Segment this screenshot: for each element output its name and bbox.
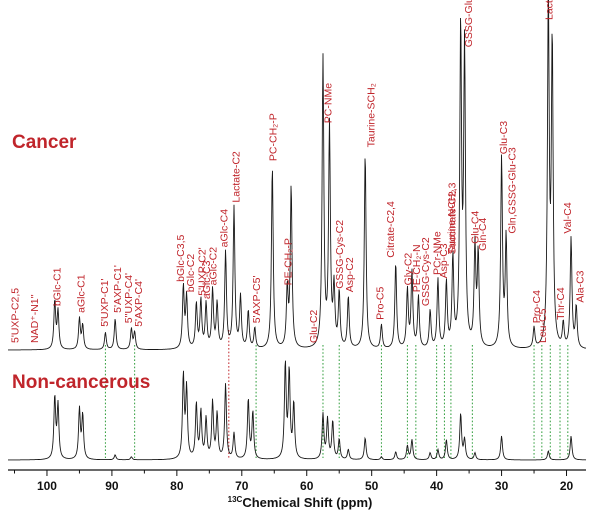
series-label-non-cancerous: Non-cancerous <box>12 372 150 393</box>
x-tick-label: 60 <box>300 479 314 493</box>
peak-label: PC-CH₂-P <box>267 113 279 161</box>
peak-label: aGlc-C2 <box>208 247 220 286</box>
peak-label: Ala-C3 <box>575 270 587 302</box>
trace-cancer <box>8 0 587 351</box>
x-tick-label: 80 <box>170 479 184 493</box>
peak-label: Gln-C4 <box>477 217 489 250</box>
x-tick-label: 20 <box>560 479 574 493</box>
peak-label: PE-CH₂-N <box>411 244 423 292</box>
x-tick-label: 50 <box>365 479 379 493</box>
peak-label: PCr-NMe <box>432 231 444 275</box>
x-tick-label: 100 <box>37 479 57 493</box>
peak-label: aGlc-C3 <box>201 260 213 299</box>
peak-label: Glu-C4 <box>469 210 481 243</box>
peak-label: PE-CH₂-P <box>282 238 294 285</box>
peak-label: aGlc-C1 <box>76 274 88 313</box>
peak-label: Gly-C2 <box>402 253 414 286</box>
peak-label: GSSG-Cys-C2 <box>420 237 432 306</box>
peak-label: 5'UXP-C1' <box>99 278 111 326</box>
trace-non-cancerous <box>8 360 587 461</box>
peak-label: 5'AXP-C4' <box>133 279 145 327</box>
peak-label: NAD⁺-N1'' <box>29 294 41 343</box>
peak-label: Pro-C5 <box>375 286 387 319</box>
peak-label: Succinate-C2,3 <box>447 182 459 254</box>
peak-label: Lactate-C2 <box>230 151 242 203</box>
x-axis: 100 90 80 70 60 50 40 30 20 <box>8 469 586 493</box>
peak-label: Gln,GSSG-Glu-C3 <box>506 147 518 234</box>
x-axis-isotope: 13C <box>228 495 243 504</box>
spectrum-traces <box>8 0 587 461</box>
peak-label: Pro-C4 <box>531 290 543 323</box>
peak-label: Glu-C2 <box>308 310 320 343</box>
peak-label: Lactate-C3 <box>543 0 555 20</box>
peak-label: 5''UXP-C4' <box>123 273 135 323</box>
peak-label: GSSG-Glu-C4 <box>463 0 475 47</box>
peak-label: Glu-C3 <box>498 121 510 154</box>
peak-label: 5'UXP-C2,5 <box>10 288 22 343</box>
peak-label: bGlc-C3,5 <box>175 234 187 281</box>
x-tick-label: 30 <box>495 479 509 493</box>
peak-label: 5'UXP-C2' <box>197 247 209 295</box>
peak-label: 5'AXP-C5' <box>251 276 263 324</box>
x-tick-label: 70 <box>235 479 249 493</box>
x-axis-title: 13CChemical Shift (ppm) <box>228 495 373 510</box>
peak-label: Taurine-NCH₂ <box>446 190 458 255</box>
peak-label: Asp-C2 <box>344 257 356 292</box>
peak-label: Thr-C4 <box>555 287 567 320</box>
peak-label: GSSG-Cys-C2 <box>334 220 346 289</box>
peak-label: Asp-C3 <box>438 243 450 278</box>
peak-label: Val-C4 <box>562 202 574 233</box>
peak-label: bGlc-C2 <box>185 254 197 293</box>
peak-label: bGlc-C1 <box>52 267 64 306</box>
x-tick-label: 90 <box>105 479 119 493</box>
x-axis-label: Chemical Shift (ppm) <box>242 495 372 510</box>
peak-label: Leu-C5 <box>537 308 549 343</box>
peak-label: Taurine-SCH₂ <box>365 83 377 147</box>
peak-connector-lines <box>104 330 569 458</box>
series-label-cancer: Cancer <box>12 132 77 153</box>
peak-label: PC-NMe <box>323 83 335 123</box>
peak-label: Citrate-C2,4 <box>385 201 397 258</box>
x-tick-label: 40 <box>430 479 444 493</box>
peak-label: aGlc-C4 <box>219 209 231 248</box>
peak-labels: 5'UXP-C2,5 NAD⁺-N1'' bGlc-C1 aGlc-C1 5'UXP-C… <box>10 0 587 343</box>
peak-label: 5'AXP-C1' <box>112 265 124 313</box>
